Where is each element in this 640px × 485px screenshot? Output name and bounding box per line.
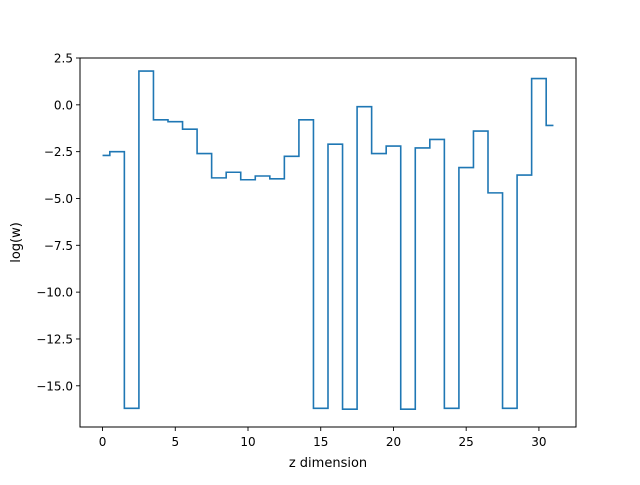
- y-tick-label: −15.0: [36, 379, 73, 393]
- x-tick-label: 10: [240, 435, 255, 449]
- y-tick-label: −7.5: [44, 239, 73, 253]
- y-tick-label: 2.5: [54, 52, 73, 66]
- y-axis-ticks: 2.5 0.0 −2.5 −5.0 −7.5 −10.0 −12.5 −15.0: [36, 52, 80, 393]
- y-axis-label: log(w): [9, 222, 24, 263]
- x-tick-label: 0: [99, 435, 107, 449]
- y-tick-label: −5.0: [44, 192, 73, 206]
- y-tick-label: −12.5: [36, 332, 73, 346]
- x-tick-label: 20: [386, 435, 401, 449]
- y-tick-label: −2.5: [44, 145, 73, 159]
- y-tick-label: −10.0: [36, 286, 73, 300]
- series-step-line: [102, 70, 554, 411]
- x-tick-label: 15: [313, 435, 328, 449]
- x-tick-label: 25: [459, 435, 474, 449]
- x-tick-label: 5: [171, 435, 179, 449]
- y-tick-label: 0.0: [54, 98, 73, 112]
- x-tick-label: 30: [531, 435, 546, 449]
- plot-area: [102, 70, 554, 411]
- x-axis-label: z dimension: [289, 456, 367, 471]
- x-axis-ticks: 0 5 10 15 20 25 30: [99, 427, 547, 449]
- axes-frame: [79, 57, 577, 428]
